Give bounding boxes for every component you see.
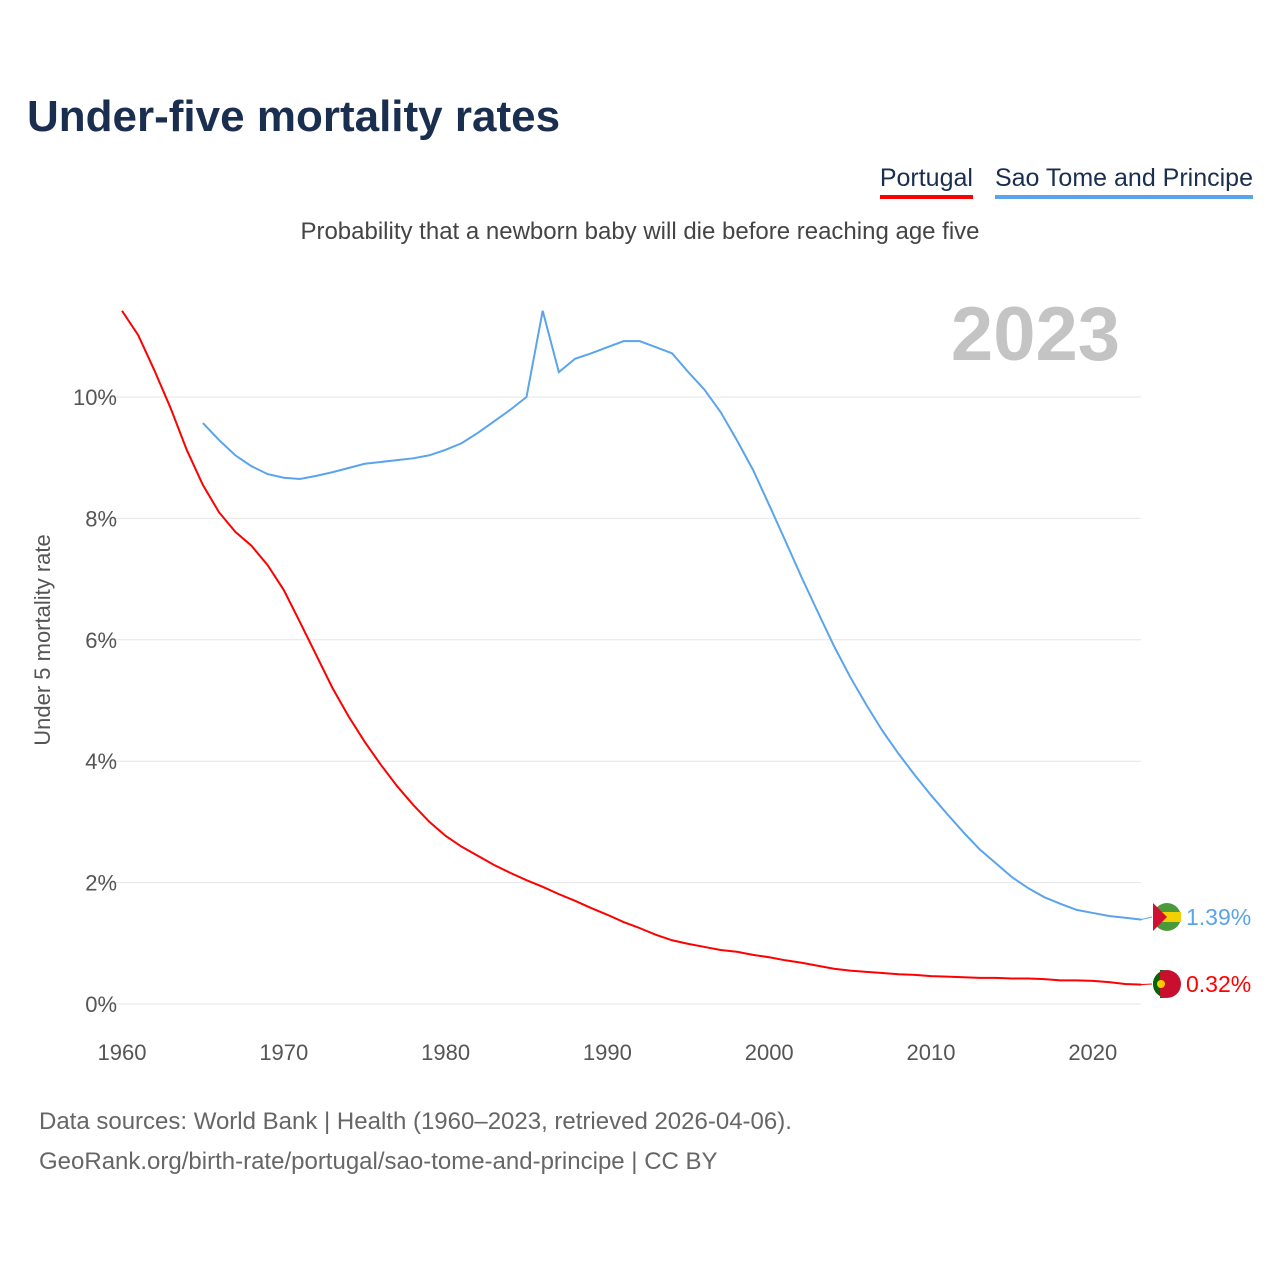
chart-title: Under-five mortality rates	[27, 92, 561, 141]
x-tick-label: 1980	[421, 1040, 470, 1065]
x-tick-label: 2020	[1068, 1040, 1117, 1065]
y-tick-label: 10%	[73, 385, 117, 410]
year-label: 2023	[951, 292, 1120, 377]
x-tick-label: 1990	[583, 1040, 632, 1065]
source-line-1: Data sources: World Bank | Health (1960–…	[39, 1108, 792, 1135]
end-value-label: 1.39%	[1186, 904, 1251, 930]
flag-emblem	[1157, 980, 1165, 988]
x-tick-label: 2010	[907, 1040, 956, 1065]
end-connector	[1140, 983, 1153, 986]
end-value-label: 0.32%	[1186, 971, 1251, 997]
subtitle: Probability that a newborn baby will die…	[300, 218, 980, 245]
x-tick-label: 1960	[98, 1040, 147, 1065]
legend: Portugal Sao Tome and Principe	[879, 164, 1253, 199]
legend-sao-tome[interactable]: Sao Tome and Principe	[994, 164, 1253, 199]
series-line-sao-tome	[202, 310, 1142, 921]
y-axis-label: Under 5 mortality rate	[30, 534, 55, 746]
x-tick-label: 2000	[745, 1040, 794, 1065]
x-tick-label: 1970	[259, 1040, 308, 1065]
y-tick-label: 0%	[85, 992, 117, 1017]
flag-triangle	[1153, 903, 1167, 931]
y-tick-label: 2%	[85, 871, 117, 896]
legend-portugal[interactable]: Portugal	[879, 164, 973, 199]
series-line-portugal	[121, 310, 1142, 986]
y-tick-label: 4%	[85, 749, 117, 774]
y-tick-label: 6%	[85, 628, 117, 653]
y-tick-label: 8%	[85, 506, 117, 531]
end-connector	[1140, 916, 1153, 921]
source-line-2: GeoRank.org/birth-rate/portugal/sao-tome…	[39, 1148, 718, 1175]
